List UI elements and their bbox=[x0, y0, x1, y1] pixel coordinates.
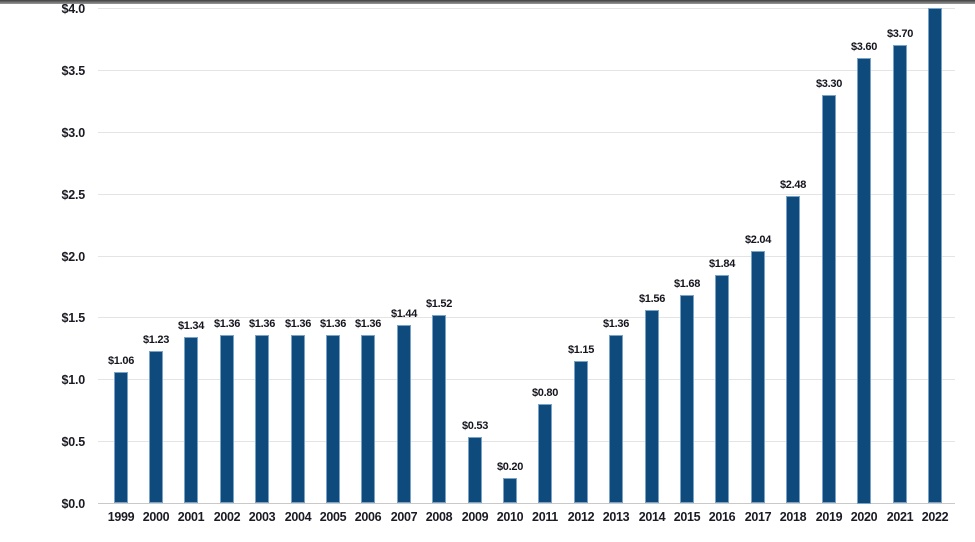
y-axis-tick-label: $0.5 bbox=[61, 435, 85, 449]
y-axis-tick-label: $4.0 bbox=[61, 2, 85, 16]
bar-value-label: $0.80 bbox=[531, 387, 559, 399]
bar bbox=[432, 315, 446, 503]
gridline bbox=[98, 8, 955, 9]
x-axis-tick-label: 2019 bbox=[815, 510, 843, 524]
bar bbox=[715, 275, 729, 503]
bar-value-label: $1.34 bbox=[177, 320, 205, 332]
bar-value-label: $1.36 bbox=[319, 318, 347, 330]
bar-value-label: $0.53 bbox=[461, 420, 489, 432]
x-axis-tick-label: 2016 bbox=[708, 510, 736, 524]
bar bbox=[680, 295, 694, 503]
x-axis-tick-label: 2014 bbox=[638, 510, 666, 524]
y-axis-tick-label: $1.5 bbox=[61, 311, 85, 325]
x-axis-tick-label: 2009 bbox=[461, 510, 489, 524]
gridline bbox=[98, 317, 955, 318]
y-axis-tick-label: $0.0 bbox=[61, 497, 85, 511]
x-axis-tick-label: 2021 bbox=[886, 510, 914, 524]
y-axis-tick-label: $2.0 bbox=[61, 250, 85, 264]
x-axis-tick-label: 2012 bbox=[567, 510, 595, 524]
x-axis-tick-label: 2013 bbox=[602, 510, 630, 524]
bar-value-label: $0.20 bbox=[496, 461, 524, 473]
bar bbox=[538, 404, 552, 503]
bar bbox=[184, 337, 198, 503]
x-axis-tick-label: 2005 bbox=[319, 510, 347, 524]
gridline bbox=[98, 132, 955, 133]
bar-value-label: $3.70 bbox=[886, 28, 914, 40]
bar bbox=[893, 45, 907, 503]
bar-value-label: $1.06 bbox=[107, 355, 135, 367]
x-axis-tick-label: 1999 bbox=[107, 510, 135, 524]
x-axis-tick-label: 2022 bbox=[921, 510, 949, 524]
y-axis-tick-label: $2.5 bbox=[61, 188, 85, 202]
bar bbox=[928, 8, 942, 503]
bar bbox=[645, 310, 659, 503]
x-axis-tick-label: 2007 bbox=[390, 510, 418, 524]
bar bbox=[503, 478, 517, 503]
bar bbox=[468, 437, 482, 503]
x-axis-tick-label: 2003 bbox=[248, 510, 276, 524]
bar-value-label: $1.36 bbox=[602, 318, 630, 330]
gridline bbox=[98, 256, 955, 257]
x-axis-tick-label: 2001 bbox=[177, 510, 205, 524]
bar bbox=[149, 351, 163, 503]
bar-value-label: $1.36 bbox=[248, 318, 276, 330]
bar bbox=[291, 335, 305, 503]
bar bbox=[786, 196, 800, 503]
y-axis-tick-label: $3.0 bbox=[61, 126, 85, 140]
bar-value-label: $1.52 bbox=[425, 298, 453, 310]
bar bbox=[822, 95, 836, 503]
bar-value-label: $1.36 bbox=[284, 318, 312, 330]
y-axis-tick-label: $3.5 bbox=[61, 64, 85, 78]
gridline bbox=[98, 70, 955, 71]
x-axis-tick-label: 2002 bbox=[213, 510, 241, 524]
bar-value-label: $1.23 bbox=[142, 334, 170, 346]
bar-value-label: $1.68 bbox=[673, 278, 701, 290]
bar bbox=[255, 335, 269, 503]
bar-value-label: $3.30 bbox=[815, 78, 843, 90]
x-axis-tick-label: 2004 bbox=[284, 510, 312, 524]
x-axis-tick-label: 2006 bbox=[354, 510, 382, 524]
gridline bbox=[98, 379, 955, 380]
bar-value-label: $1.84 bbox=[708, 258, 736, 270]
x-axis-tick-label: 2008 bbox=[425, 510, 453, 524]
x-axis-line bbox=[98, 503, 955, 504]
bar-value-label: $1.15 bbox=[567, 344, 595, 356]
bar bbox=[574, 361, 588, 503]
bar bbox=[326, 335, 340, 503]
x-axis-tick-label: 2017 bbox=[744, 510, 772, 524]
x-axis-tick-label: 2015 bbox=[673, 510, 701, 524]
bar-value-label: $1.56 bbox=[638, 293, 666, 305]
x-axis-tick-label: 2010 bbox=[496, 510, 524, 524]
x-axis-tick-label: 2011 bbox=[532, 510, 558, 524]
x-axis-tick-label: 2018 bbox=[779, 510, 807, 524]
x-axis-tick-label: 2020 bbox=[850, 510, 878, 524]
bar bbox=[751, 251, 765, 503]
gridline bbox=[98, 441, 955, 442]
bar-value-label: $2.48 bbox=[779, 179, 807, 191]
gridline bbox=[98, 194, 955, 195]
y-axis-tick-label: $1.0 bbox=[61, 373, 85, 387]
bar bbox=[609, 335, 623, 503]
bar bbox=[220, 335, 234, 503]
bar-value-label: $2.04 bbox=[744, 234, 772, 246]
bar bbox=[361, 335, 375, 503]
bar bbox=[857, 58, 871, 504]
bar-value-label: $3.60 bbox=[850, 41, 878, 53]
bar-value-label: $1.36 bbox=[213, 318, 241, 330]
window-top-edge bbox=[0, 0, 975, 4]
bar-value-label: $1.36 bbox=[354, 318, 382, 330]
bar bbox=[397, 325, 411, 503]
bar bbox=[114, 372, 128, 503]
bar-value-label: $1.44 bbox=[390, 308, 418, 320]
x-axis-tick-label: 2000 bbox=[142, 510, 170, 524]
